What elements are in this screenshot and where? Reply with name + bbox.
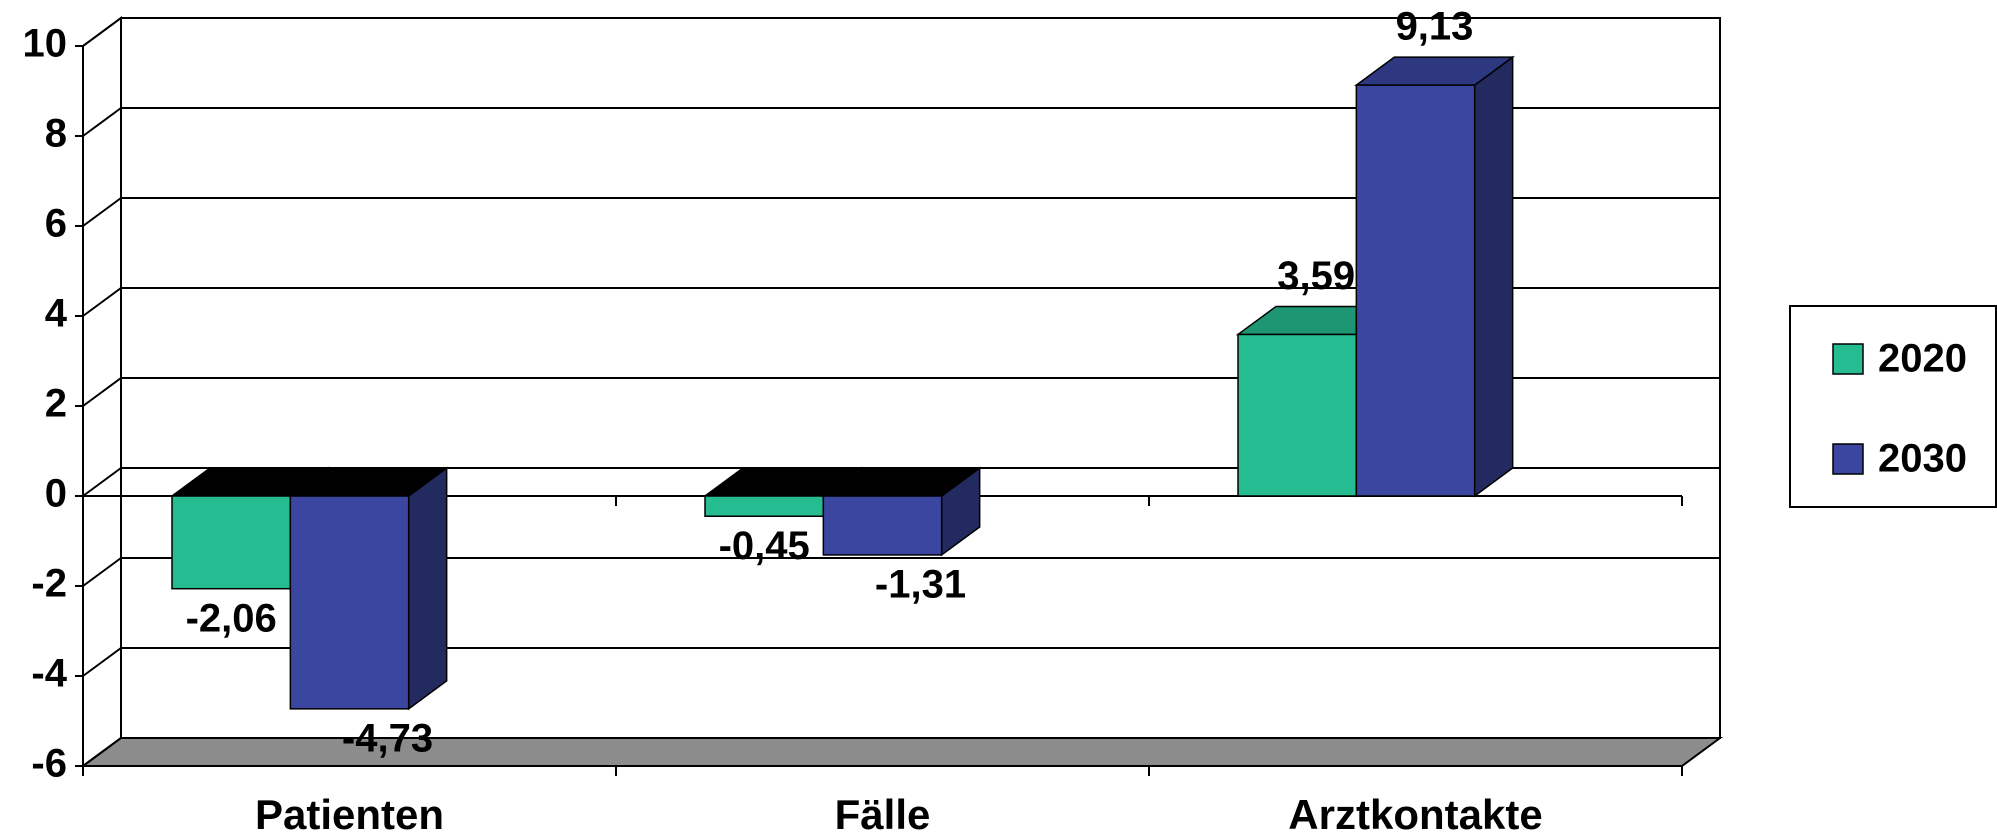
value-label: -1,31 [875,563,966,607]
x-tick-label: Arztkontakte [1288,791,1542,838]
y-tick-label: 2 [45,382,67,426]
y-tick-label: -6 [31,742,67,786]
grid-line [82,107,122,137]
legend-box [1789,305,1997,508]
bar-front [289,495,410,710]
legend-swatch [1832,343,1864,375]
bar-front [822,495,943,556]
y-tick-label: 6 [45,202,67,246]
grid-line [82,467,122,497]
y-tick-label: 10 [23,22,68,66]
legend-label: 2020 [1878,337,1967,381]
grid-line [82,197,122,227]
grid-line [82,287,122,317]
bar-front [171,495,292,590]
grid-line [82,647,122,677]
bar [821,466,982,557]
grid-line [82,737,122,767]
grid-line [82,17,122,47]
y-tick-label: -2 [31,562,67,606]
bar-front [1355,84,1476,497]
value-label: -4,73 [342,716,433,760]
bar [288,466,449,711]
grid-line [82,377,122,407]
x-tick-label: Patienten [255,791,444,838]
y-tick-label: 8 [45,112,67,156]
legend-label: 2030 [1878,437,1967,481]
y-tick-label: -4 [31,652,67,696]
value-label: -0,45 [719,524,810,568]
bar-front [704,495,825,517]
value-label: 3,59 [1277,254,1355,298]
bar [1354,55,1515,498]
value-label: -2,06 [186,596,277,640]
legend-swatch [1832,443,1864,475]
value-label: 9,13 [1396,5,1474,49]
bar-side [407,466,448,711]
bar-front [1237,333,1358,497]
floor [79,737,1724,767]
x-tick-label: Fälle [835,791,931,838]
y-tick-label: 0 [45,472,67,516]
y-tick-label: 4 [45,292,68,336]
bar-side [1473,55,1514,498]
grid-line [82,557,122,587]
